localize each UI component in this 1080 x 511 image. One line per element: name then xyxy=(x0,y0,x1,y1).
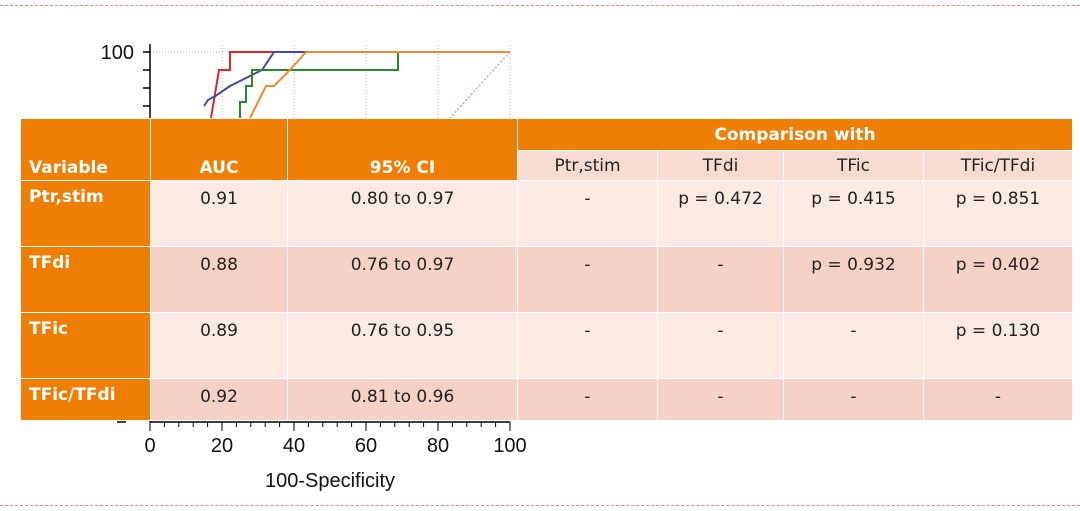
col-header-tfic: TFic xyxy=(783,150,924,181)
x-tick-label-0: 0 xyxy=(144,435,155,457)
row-cmp-ptr-stim: - xyxy=(517,246,658,313)
row-cmp-tfic-tfdi: p = 0.130 xyxy=(923,312,1073,379)
roc-curve-diagonal xyxy=(449,51,511,119)
row-ci: 0.80 to 0.97 xyxy=(287,180,518,247)
row-cmp-ptr-stim: - xyxy=(517,378,658,421)
row-cmp-tfdi: - xyxy=(657,246,784,313)
col-header-variable: Variable xyxy=(20,118,151,181)
y-tick-label-100: 100 xyxy=(101,42,134,64)
col-header-tfic-tfdi: TFic/TFdi xyxy=(923,150,1073,181)
table-header-row-2: Ptr,stim TFdi TFic TFic/TFdi xyxy=(21,150,1073,181)
row-cmp-tfic: - xyxy=(783,378,924,421)
row-cmp-tfdi: - xyxy=(657,312,784,379)
row-cmp-tfic-tfdi: p = 0.851 xyxy=(923,180,1073,247)
row-ci: 0.81 to 0.96 xyxy=(287,378,518,421)
row-variable: TFic/TFdi xyxy=(20,378,151,421)
row-cmp-tfic-tfdi: p = 0.402 xyxy=(923,246,1073,313)
table-row: TFic 0.89 0.76 to 0.95 - - - p = 0.130 xyxy=(20,312,1073,379)
row-cmp-tfic: - xyxy=(783,312,924,379)
row-auc: 0.88 xyxy=(150,246,288,313)
bottom-dashed-divider xyxy=(0,505,1080,506)
x-axis-label: 100-Specificity xyxy=(265,470,395,492)
row-cmp-ptr-stim: - xyxy=(517,180,658,247)
row-auc: 0.91 xyxy=(150,180,288,247)
roc-curve-blue xyxy=(203,51,306,107)
x-tick-label-20: 20 xyxy=(211,435,233,457)
row-cmp-tfic-tfdi: - xyxy=(923,378,1073,421)
row-cmp-tfic: p = 0.415 xyxy=(783,180,924,247)
roc-curve-green xyxy=(239,51,510,118)
row-auc: 0.89 xyxy=(150,312,288,379)
roc-y-axis xyxy=(143,44,151,118)
x-tick-label-100: 100 xyxy=(493,435,526,457)
table-row: TFic/TFdi 0.92 0.81 to 0.96 - - - - xyxy=(20,378,1073,421)
roc-x-ticks xyxy=(149,422,511,431)
table-row: TFdi 0.88 0.76 to 0.97 - - p = 0.932 p =… xyxy=(20,246,1073,313)
table-header-row-1: Variable AUC 95% CI Comparison with xyxy=(20,118,1073,181)
col-header-ptr-stim: Ptr,stim xyxy=(517,150,658,181)
top-dashed-divider xyxy=(0,5,1080,6)
row-cmp-tfic: p = 0.932 xyxy=(783,246,924,313)
row-cmp-tfdi: - xyxy=(657,378,784,421)
x-tick-label-80: 80 xyxy=(427,435,449,457)
row-variable: Ptr,stim xyxy=(20,180,151,247)
auc-comparison-table: Variable AUC 95% CI Comparison with Ptr,… xyxy=(20,118,1073,421)
col-header-ci: 95% CI xyxy=(287,118,518,181)
comparison-with-header: Comparison with xyxy=(517,118,1073,151)
table-row: Ptr,stim 0.91 0.80 to 0.97 - p = 0.472 p… xyxy=(20,180,1073,247)
row-variable: TFdi xyxy=(20,246,151,313)
roc-grid xyxy=(150,45,511,118)
x-tick-label-40: 40 xyxy=(283,435,305,457)
row-variable: TFic xyxy=(20,312,151,379)
row-cmp-tfdi: p = 0.472 xyxy=(657,180,784,247)
x-tick-label-60: 60 xyxy=(355,435,377,457)
row-ci: 0.76 to 0.97 xyxy=(287,246,518,313)
row-cmp-ptr-stim: - xyxy=(517,312,658,379)
col-header-tfdi: TFdi xyxy=(657,150,784,181)
row-auc: 0.92 xyxy=(150,378,288,421)
row-ci: 0.76 to 0.95 xyxy=(287,312,518,379)
col-header-auc: AUC xyxy=(150,118,288,181)
roc-curve-orange xyxy=(249,51,510,119)
